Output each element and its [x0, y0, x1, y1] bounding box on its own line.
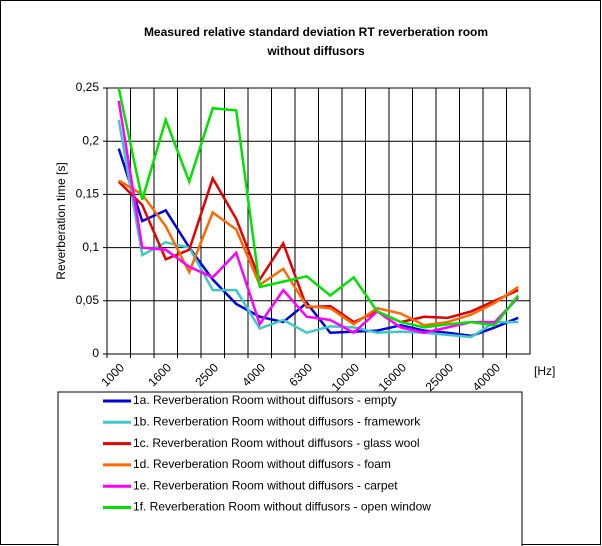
y-tick-label: 0,25	[76, 80, 100, 94]
y-tick-label: 0,15	[76, 187, 100, 201]
legend-label: 1d. Reverberation Room without diffusors…	[133, 457, 391, 471]
y-tick-label: 0,05	[76, 293, 100, 307]
legend-box	[57, 391, 523, 546]
series-line	[117, 100, 520, 335]
legend-label: 1c. Reverberation Room without diffusors…	[133, 436, 420, 450]
legend-label: 1b. Reverberation Room without diffusors…	[133, 414, 421, 428]
y-axis-label: Reverberation time [s]	[54, 162, 68, 279]
y-tick-label: 0,2	[82, 133, 99, 147]
legend-label: 1e. Reverberation Room without diffusors…	[133, 478, 398, 492]
series-line	[117, 119, 519, 339]
chart-title: Measured relative standard deviation RT …	[144, 25, 488, 39]
y-tick-label: 0	[92, 346, 99, 360]
series-line	[117, 87, 520, 329]
x-unit-label: [Hz]	[534, 364, 555, 378]
y-tick-label: 0,1	[82, 240, 99, 254]
legend-label: 1f. Reverberation Room without diffusors…	[133, 500, 431, 514]
chart-title: without diffusors	[266, 44, 365, 58]
legend-label: 1a. Reverberation Room without diffusors…	[133, 393, 397, 407]
